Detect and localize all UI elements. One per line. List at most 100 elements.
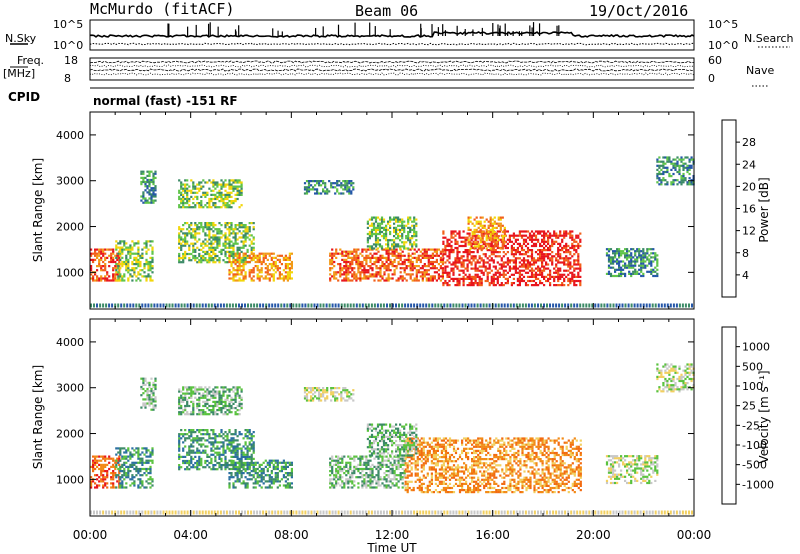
echo-cell	[178, 441, 181, 444]
echo-cell	[200, 222, 203, 225]
echo-cell	[366, 241, 369, 244]
echo-cell	[137, 470, 140, 473]
echo-cell	[387, 254, 390, 257]
echo-cell	[316, 182, 319, 185]
echo-cell	[339, 267, 342, 270]
echo-cell	[469, 228, 472, 231]
echo-cell	[512, 277, 515, 280]
echo-cell	[208, 413, 211, 416]
echo-cell	[456, 232, 459, 235]
echo-cell	[200, 200, 203, 203]
echo-cell	[194, 187, 197, 190]
echo-cell	[230, 232, 233, 235]
echo-cell	[479, 241, 482, 244]
echo-cell	[236, 413, 239, 416]
echo-cell	[90, 248, 93, 251]
echo-cell	[624, 254, 627, 257]
echo-cell	[178, 236, 181, 239]
echo-cell	[110, 279, 113, 282]
echo-cell	[446, 244, 449, 248]
echo-cell	[468, 234, 471, 237]
echo-cell	[395, 256, 398, 259]
echo-cell	[148, 189, 151, 192]
echo-cell	[152, 392, 155, 395]
echo-cell	[431, 256, 434, 259]
echo-cell	[226, 238, 229, 241]
echo-cell	[220, 195, 223, 198]
echo-cell	[471, 235, 474, 238]
echo-cell	[178, 453, 181, 456]
echo-cell	[577, 275, 580, 278]
echo-cell	[119, 449, 122, 452]
echo-cell	[178, 396, 181, 399]
echo-cell	[216, 468, 219, 471]
echo-cell	[212, 204, 215, 207]
echo-cell	[232, 246, 235, 249]
echo-cell	[490, 244, 493, 248]
echo-cell	[186, 453, 189, 456]
near-range-cell	[497, 303, 500, 308]
echo-cell	[486, 279, 489, 283]
echo-cell	[563, 251, 566, 254]
echo-cell	[230, 398, 233, 401]
echo-cell	[252, 222, 255, 225]
echo-cell	[236, 246, 239, 249]
echo-cell	[495, 232, 498, 236]
echo-cell	[516, 271, 519, 274]
echo-cell	[518, 282, 521, 285]
echo-cell	[458, 234, 461, 237]
echo-cell	[454, 257, 457, 260]
echo-cell	[682, 166, 685, 169]
echo-cell	[393, 260, 396, 264]
echo-cell	[559, 269, 562, 272]
echo-cell	[609, 266, 613, 269]
near-range-cell	[102, 303, 105, 308]
echo-cell	[100, 269, 103, 272]
echo-cell	[182, 449, 185, 452]
echo-cell	[270, 263, 273, 266]
echo-cell	[333, 254, 336, 257]
echo-cell	[224, 413, 227, 416]
echo-cell	[676, 183, 679, 186]
echo-cell	[307, 188, 311, 191]
echo-cell	[214, 246, 217, 249]
echo-cell	[148, 201, 151, 204]
echo-cell	[343, 254, 346, 257]
echo-cell	[238, 260, 241, 264]
echo-cell	[182, 411, 185, 414]
echo-cell	[151, 279, 154, 282]
echo-cell	[284, 277, 287, 280]
echo-cell	[656, 274, 659, 278]
echo-cell	[274, 267, 277, 270]
echo-cell	[395, 267, 398, 270]
echo-cell	[242, 236, 245, 239]
echo-cell	[224, 250, 227, 253]
echo-cell	[268, 254, 271, 257]
echo-cell	[102, 465, 105, 468]
echo-cell	[127, 449, 130, 452]
echo-cell	[636, 260, 639, 263]
echo-cell	[444, 282, 447, 285]
echo-cell	[454, 277, 457, 280]
echo-cell	[547, 257, 550, 260]
echo-cell	[331, 254, 334, 257]
echo-cell	[371, 248, 374, 251]
echo-cell	[656, 268, 659, 271]
echo-cell	[117, 474, 120, 477]
echo-cell	[208, 236, 211, 239]
echo-cell	[494, 284, 497, 287]
echo-cell	[194, 236, 197, 239]
echo-cell	[684, 166, 687, 169]
echo-cell	[686, 170, 689, 174]
echo-cell	[148, 191, 151, 194]
echo-cell	[467, 220, 470, 223]
echo-cell	[104, 482, 107, 485]
echo-cell	[248, 230, 251, 233]
echo-cell	[638, 254, 641, 257]
echo-cell	[357, 263, 360, 266]
echo-cell	[182, 392, 185, 395]
echo-cell	[411, 279, 414, 282]
echo-cell	[458, 279, 461, 283]
echo-cell	[144, 379, 147, 382]
echo-cell	[152, 199, 155, 202]
